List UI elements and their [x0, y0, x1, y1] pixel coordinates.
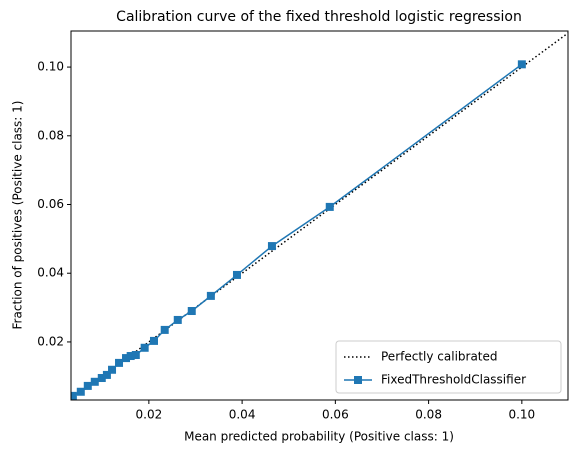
data-point	[187, 307, 196, 316]
data-point	[122, 354, 131, 363]
data-point	[115, 358, 124, 367]
data-point	[517, 60, 526, 69]
y-tick-label: 0.02	[37, 334, 64, 348]
data-point	[131, 350, 140, 359]
data-point	[267, 242, 276, 251]
data-point	[97, 374, 106, 383]
legend	[335, 340, 562, 394]
data-point	[76, 387, 85, 396]
data-point	[102, 370, 111, 379]
y-axis-label: Fraction of positives (Positive class: 1…	[11, 101, 25, 330]
y-tick-label: 0.10	[37, 60, 64, 74]
y-tick-label: 0.06	[37, 197, 64, 211]
x-tick-label: 0.08	[415, 408, 442, 422]
legend-label: FixedThresholdClassifier	[381, 373, 526, 387]
x-tick-label: 0.02	[136, 408, 163, 422]
x-tick-label: 0.04	[229, 408, 256, 422]
data-point	[173, 315, 182, 324]
x-axis-label: Mean predicted probability (Positive cla…	[184, 430, 454, 444]
legend-label: Perfectly calibrated	[381, 350, 498, 364]
plot-area	[71, 32, 568, 400]
data-point	[160, 325, 169, 334]
data-point	[126, 352, 135, 361]
data-point	[108, 365, 117, 374]
data-point	[71, 391, 77, 400]
data-point	[140, 343, 149, 352]
data-point	[149, 336, 158, 345]
legend-marker	[354, 376, 362, 384]
data-point	[325, 202, 334, 211]
y-tick-label: 0.08	[37, 128, 64, 142]
data-point	[90, 377, 99, 386]
x-tick-label: 0.06	[322, 408, 349, 422]
chart-title: Calibration curve of the fixed threshold…	[116, 9, 522, 25]
x-tick-label: 0.10	[508, 408, 535, 422]
axes-frame	[70, 30, 569, 401]
data-point	[206, 291, 215, 300]
data-point	[232, 270, 241, 279]
data-point	[83, 381, 92, 390]
y-tick-label: 0.04	[37, 266, 64, 280]
